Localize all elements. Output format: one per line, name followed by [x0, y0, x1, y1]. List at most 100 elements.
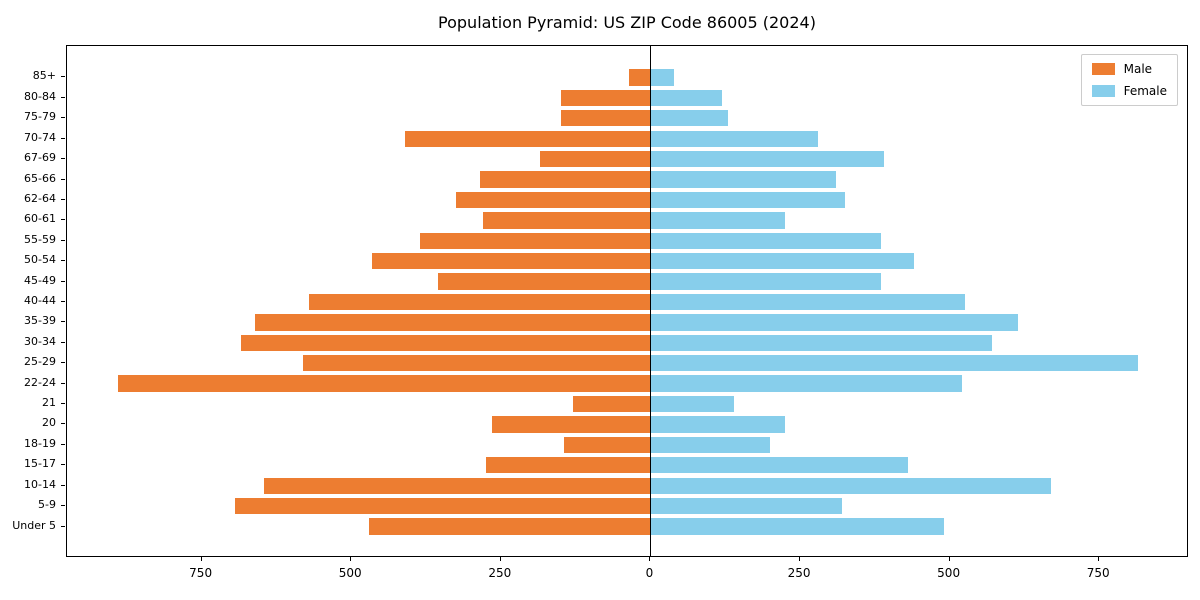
- female-legend-label: Female: [1123, 84, 1167, 98]
- y-tick-mark: [61, 280, 65, 282]
- y-tick-mark: [61, 443, 65, 445]
- female-bar: [650, 314, 1019, 331]
- male-bar: [491, 416, 651, 433]
- chart-title: Population Pyramid: US ZIP Code 86005 (2…: [438, 13, 816, 32]
- x-tick-mark: [350, 557, 352, 561]
- x-tick-mark: [799, 557, 801, 561]
- male-bar: [455, 191, 651, 209]
- x-tick-mark: [200, 557, 202, 561]
- male-bar: [240, 334, 651, 351]
- y-tick-label: 55-59: [24, 232, 56, 246]
- y-tick-label: 65-66: [24, 171, 56, 185]
- y-tick-label: 20: [42, 416, 56, 430]
- y-tick-mark: [61, 464, 65, 466]
- legend-entry-female: Female: [1091, 84, 1167, 98]
- female-bar: [650, 457, 908, 474]
- male-bar: [485, 457, 651, 474]
- female-bar: [650, 110, 729, 127]
- male-bar: [560, 89, 651, 106]
- y-tick-mark: [61, 96, 65, 98]
- y-tick-mark: [61, 301, 65, 302]
- y-tick-mark: [61, 117, 65, 119]
- male-bar: [369, 518, 651, 535]
- y-tick-label: 25-29: [24, 355, 56, 369]
- x-tick-label: 250: [787, 566, 811, 580]
- female-bar: [650, 497, 842, 515]
- female-bar: [650, 518, 944, 535]
- y-tick-label: 15-17: [24, 457, 56, 471]
- male-bar: [420, 232, 651, 249]
- male-bar: [629, 69, 651, 86]
- y-tick-mark: [61, 137, 65, 139]
- female-bar: [650, 355, 1139, 372]
- x-tick-mark: [1098, 557, 1100, 561]
- x-tick-mark: [499, 557, 501, 561]
- y-tick-mark: [61, 505, 65, 507]
- x-tick-label: 500: [338, 566, 362, 580]
- male-bar: [234, 497, 651, 515]
- legend: Male Female: [1080, 54, 1178, 106]
- y-tick-mark: [61, 403, 65, 405]
- y-tick-mark: [61, 382, 65, 384]
- y-tick-mark: [61, 260, 65, 262]
- female-bar: [650, 477, 1052, 494]
- female-bar: [650, 69, 675, 86]
- female-bar: [650, 212, 786, 229]
- male-bar: [303, 355, 651, 372]
- x-tick-label: 250: [488, 566, 512, 580]
- y-tick-label: 30-34: [24, 334, 56, 348]
- male-legend-swatch: [1091, 63, 1115, 75]
- female-bar: [650, 293, 965, 311]
- male-bar: [572, 395, 651, 413]
- plot-area: Male Female: [66, 45, 1188, 557]
- female-legend-swatch: [1091, 85, 1115, 97]
- male-bar: [479, 171, 651, 188]
- male-bar: [309, 293, 651, 311]
- y-tick-mark: [61, 484, 65, 486]
- y-tick-label: 70-74: [24, 130, 56, 144]
- female-bar: [650, 436, 771, 454]
- y-tick-label: 85+: [32, 69, 56, 83]
- x-tick-mark: [649, 557, 651, 561]
- x-tick-label: 750: [189, 566, 213, 580]
- y-tick-label: 80-84: [24, 89, 56, 103]
- male-bar: [563, 436, 651, 454]
- female-bar: [650, 171, 836, 188]
- y-tick-mark: [61, 76, 65, 78]
- y-tick-label: Under 5: [12, 518, 56, 532]
- y-tick-mark: [61, 423, 65, 425]
- y-tick-label: 22-24: [24, 375, 56, 389]
- y-tick-mark: [61, 219, 65, 221]
- female-bar: [650, 130, 818, 147]
- male-bar: [372, 253, 651, 270]
- y-tick-mark: [61, 198, 65, 200]
- male-bar: [482, 212, 651, 229]
- female-bar: [650, 273, 881, 290]
- male-bar: [560, 110, 651, 127]
- zero-axis-line: [650, 46, 652, 556]
- legend-entry-male: Male: [1091, 62, 1167, 76]
- x-tick-label: 0: [645, 566, 654, 580]
- y-tick-mark: [61, 525, 65, 527]
- y-tick-label: 40-44: [24, 294, 56, 307]
- y-tick-label: 62-64: [24, 191, 56, 205]
- female-bar: [650, 416, 786, 433]
- male-bar: [255, 314, 651, 331]
- y-tick-label: 10-14: [24, 477, 56, 491]
- y-tick-mark: [61, 178, 65, 180]
- y-tick-label: 50-54: [24, 253, 56, 267]
- female-bar: [650, 375, 962, 392]
- y-tick-label: 5-9: [38, 498, 56, 512]
- male-bar: [264, 477, 651, 494]
- female-bar: [650, 191, 845, 209]
- y-tick-mark: [61, 362, 65, 364]
- x-tick-label: 500: [937, 566, 961, 580]
- female-bar: [650, 89, 723, 106]
- male-bar: [539, 150, 651, 168]
- y-tick-label: 45-49: [24, 273, 56, 287]
- female-bar: [650, 150, 884, 168]
- female-bar: [650, 253, 914, 270]
- male-legend-label: Male: [1123, 62, 1153, 76]
- y-tick-label: 60-61: [24, 212, 56, 226]
